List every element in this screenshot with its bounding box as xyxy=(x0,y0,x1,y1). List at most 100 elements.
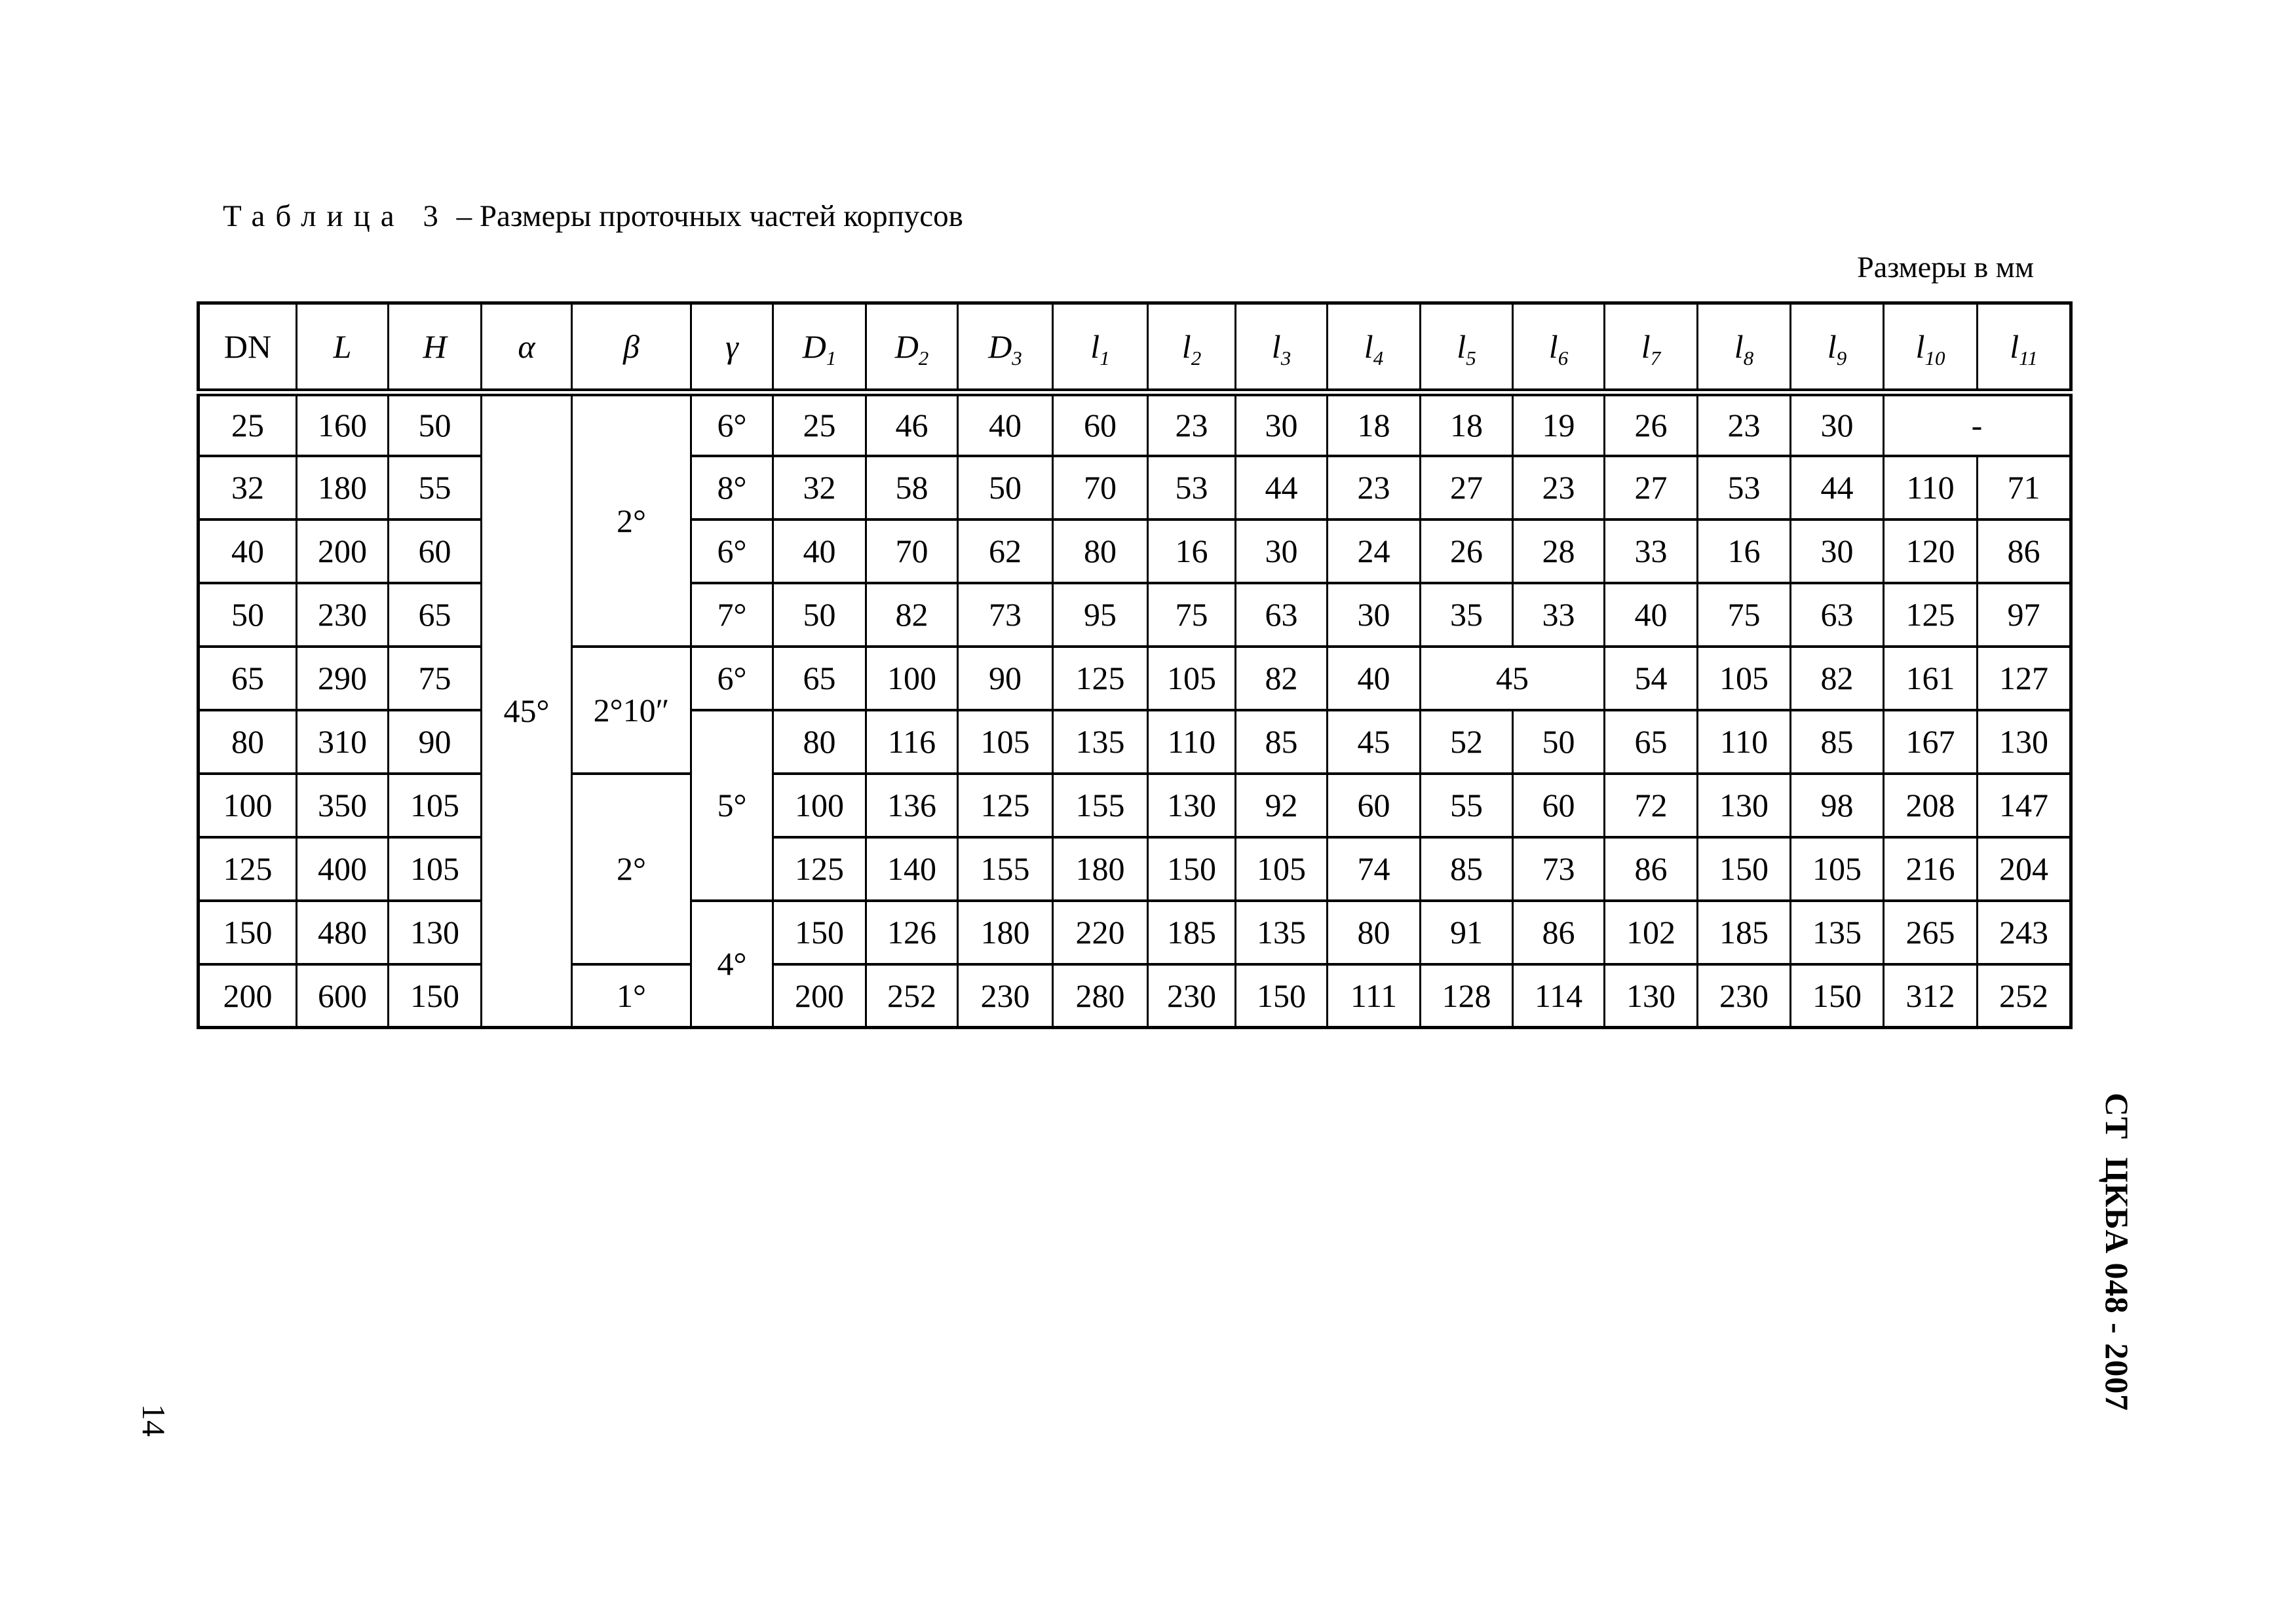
cell-l4: 111 xyxy=(1326,962,1421,1029)
cell-l2: 16 xyxy=(1147,518,1236,584)
cell-d1: 125 xyxy=(772,835,867,902)
cell-l3: 135 xyxy=(1234,899,1328,966)
cell-l8: 110 xyxy=(1696,708,1791,775)
cell-l7: 54 xyxy=(1603,645,1698,711)
cell-d2: 252 xyxy=(865,962,959,1029)
cell-l2: 185 xyxy=(1147,899,1236,966)
cell-l2: 53 xyxy=(1147,454,1236,521)
cell-dn: 65 xyxy=(197,645,297,711)
col-header-dn: DN xyxy=(197,302,297,396)
cell-d2: 136 xyxy=(865,772,959,839)
cell-l3: 30 xyxy=(1234,518,1328,584)
cell-h: 90 xyxy=(387,708,482,775)
cell-l3: 30 xyxy=(1234,390,1328,457)
col-header-gamma: γ xyxy=(690,302,774,396)
table-row: 100 350 105 2° 100 136 125 155 130 92 60… xyxy=(197,772,2072,966)
cell-l7: 26 xyxy=(1603,390,1698,457)
cell-d2: 58 xyxy=(865,454,959,521)
units-note: Размеры в мм xyxy=(1857,250,2034,284)
cell-l4: 24 xyxy=(1326,518,1421,584)
cell-gamma: 5° xyxy=(690,708,774,902)
cell-l1: 135 xyxy=(1052,708,1149,775)
cell-d3: 230 xyxy=(957,962,1054,1029)
cell-l8: 150 xyxy=(1696,835,1791,902)
cell-l9: 63 xyxy=(1789,581,1885,648)
cell-l11: 71 xyxy=(1976,454,2072,521)
cell-l8: 23 xyxy=(1696,390,1791,457)
cell-h: 65 xyxy=(387,581,482,648)
cell-h: 150 xyxy=(387,962,482,1029)
col-header-l3: l3 xyxy=(1234,302,1328,396)
cell-d2: 126 xyxy=(865,899,959,966)
cell-d1: 200 xyxy=(772,962,867,1029)
col-header-l8: l8 xyxy=(1696,302,1791,396)
cell-l3: 92 xyxy=(1234,772,1328,839)
cell-l3: 82 xyxy=(1234,645,1328,711)
cell-l10: 167 xyxy=(1883,708,1978,775)
cell-l2: 130 xyxy=(1147,772,1236,839)
cell-l7: 33 xyxy=(1603,518,1698,584)
cell-d3: 50 xyxy=(957,454,1054,521)
cell-l6: 86 xyxy=(1512,899,1605,966)
cell-l9: 105 xyxy=(1789,835,1885,902)
cell-l4: 40 xyxy=(1326,645,1421,711)
table-row: 150 480 130 4° 150 126 180 220 185 135 8… xyxy=(197,899,2072,1029)
table-row: 65 290 75 2°10″ 6° 65 100 90 125 105 82 … xyxy=(197,645,2072,775)
cell-h: 55 xyxy=(387,454,482,521)
cell-beta: 2° xyxy=(571,772,692,966)
cell-dn: 80 xyxy=(197,708,297,775)
table-row: 40 200 60 6° 40 70 62 80 16 30 24 26 28 … xyxy=(197,518,2072,584)
cell-d3: 125 xyxy=(957,772,1054,839)
cell-l7: 40 xyxy=(1603,581,1698,648)
cell-d3: 73 xyxy=(957,581,1054,648)
cell-l9: 82 xyxy=(1789,645,1885,711)
cell-l2: 150 xyxy=(1147,835,1236,902)
cell-l7: 27 xyxy=(1603,454,1698,521)
cell-l: 480 xyxy=(296,899,389,966)
cell-l6: 23 xyxy=(1512,454,1605,521)
cell-l10: 265 xyxy=(1883,899,1978,966)
cell-alpha: 45° xyxy=(480,390,573,1029)
cell-l1: 70 xyxy=(1052,454,1149,521)
cell-l2: 23 xyxy=(1147,390,1236,457)
cell-l7: 130 xyxy=(1603,962,1698,1029)
table-row: 80 310 90 5° 80 116 105 135 110 85 45 52… xyxy=(197,708,2072,902)
cell-l4: 74 xyxy=(1326,835,1421,902)
col-header-beta: β xyxy=(571,302,692,396)
cell-l9: 44 xyxy=(1789,454,1885,521)
cell-l8: 230 xyxy=(1696,962,1791,1029)
cell-l: 400 xyxy=(296,835,389,902)
table-caption-text: Размеры проточных частей корпусов xyxy=(479,199,963,233)
cell-l5: 85 xyxy=(1419,835,1514,902)
cell-dn: 200 xyxy=(197,962,297,1029)
cell-l11: 127 xyxy=(1976,645,2072,711)
cell-l10: 161 xyxy=(1883,645,1978,711)
cell-l9: 30 xyxy=(1789,390,1885,457)
cell-l: 180 xyxy=(296,454,389,521)
cell-d1: 40 xyxy=(772,518,867,584)
dimensions-table: DN L H α β γ D1 D2 D3 l1 l2 l3 l4 l5 l6 … xyxy=(197,301,2073,1029)
cell-d2: 140 xyxy=(865,835,959,902)
cell-l11: 243 xyxy=(1976,899,2072,966)
cell-l10: 110 xyxy=(1883,454,1978,521)
table-caption: Таблица 3 – Размеры проточных частей кор… xyxy=(223,198,963,234)
cell-l: 310 xyxy=(296,708,389,775)
cell-l5: 26 xyxy=(1419,518,1514,584)
cell-l2: 110 xyxy=(1147,708,1236,775)
cell-l4: 18 xyxy=(1326,390,1421,457)
cell-d3: 40 xyxy=(957,390,1054,457)
cell-l4: 30 xyxy=(1326,581,1421,648)
cell-l9: 150 xyxy=(1789,962,1885,1029)
cell-dn: 150 xyxy=(197,899,297,966)
cell-l2: 75 xyxy=(1147,581,1236,648)
cell-l7: 72 xyxy=(1603,772,1698,839)
cell-l10-l11-merged: - xyxy=(1883,390,2072,457)
cell-gamma: 7° xyxy=(690,581,774,648)
cell-l3: 63 xyxy=(1234,581,1328,648)
col-header-h: H xyxy=(387,302,482,396)
cell-l1: 180 xyxy=(1052,835,1149,902)
cell-d1: 25 xyxy=(772,390,867,457)
cell-l3: 150 xyxy=(1234,962,1328,1029)
cell-l: 230 xyxy=(296,581,389,648)
cell-l6: 73 xyxy=(1512,835,1605,902)
